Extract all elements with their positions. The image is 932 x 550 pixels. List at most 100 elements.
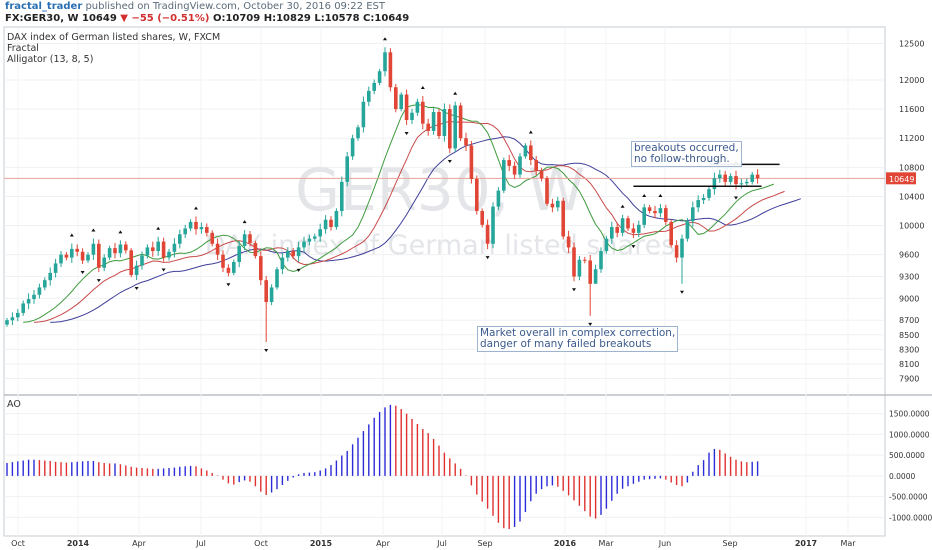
candle-body xyxy=(485,224,490,244)
candle-body xyxy=(248,234,252,244)
candle-body xyxy=(97,243,101,268)
candle-body xyxy=(377,71,382,83)
candle-body xyxy=(674,245,679,258)
candle-body xyxy=(37,287,42,295)
fractal-down-marker xyxy=(264,349,269,353)
candle-body xyxy=(518,156,522,175)
candle-body xyxy=(448,109,452,149)
time-tick-label: 2014 xyxy=(67,539,90,548)
candle-body xyxy=(755,174,760,179)
candle-body xyxy=(145,247,150,256)
candle-body xyxy=(134,265,139,276)
candle-body xyxy=(188,221,193,229)
fractal-up-marker xyxy=(69,233,74,237)
candle-body xyxy=(437,111,441,137)
candle-body xyxy=(178,234,182,244)
candle-body xyxy=(588,260,592,284)
candle-body xyxy=(21,303,25,313)
candle-body xyxy=(242,234,247,246)
alligator-legend: Alligator (13, 8, 5) xyxy=(7,54,94,65)
alligator-jaw-line xyxy=(50,136,801,323)
candle-body xyxy=(156,241,160,252)
candle-body xyxy=(491,206,495,244)
annotation-breakouts-line-2: no follow-through. xyxy=(634,153,730,165)
price-tick-label: 12500 xyxy=(899,40,924,49)
time-tick-label: 2017 xyxy=(795,539,817,548)
candle-body xyxy=(118,244,123,254)
candle-body xyxy=(151,247,155,252)
candle-body xyxy=(701,197,706,201)
candle-body xyxy=(86,254,90,261)
candle-body xyxy=(610,227,614,239)
candle-body xyxy=(102,257,106,268)
candle-body xyxy=(556,200,560,208)
candle-body xyxy=(458,105,463,139)
candle-body xyxy=(194,221,198,230)
candle-body xyxy=(529,145,533,161)
candle-body xyxy=(583,259,587,261)
candle-body xyxy=(599,251,603,270)
fractal-up-marker xyxy=(156,226,161,230)
candle-body xyxy=(691,207,695,222)
candle-body xyxy=(323,219,328,230)
candle-body xyxy=(410,112,414,120)
fractal-legend: Fractal xyxy=(7,43,39,54)
candle-body xyxy=(431,111,436,131)
fractal-down-marker xyxy=(80,270,85,274)
publish-line: fractal_trader published on TradingView.… xyxy=(5,1,385,12)
candle-body xyxy=(26,299,31,304)
candle-body xyxy=(523,145,528,157)
candle-body xyxy=(507,160,511,166)
candle-body xyxy=(367,90,371,102)
candle-body xyxy=(496,190,501,207)
candle-body xyxy=(43,280,47,288)
candle-body xyxy=(442,109,447,137)
time-tick-label: Mar xyxy=(840,539,856,548)
candle-body xyxy=(113,248,117,254)
watermark-symbol: GER30, W xyxy=(295,156,585,224)
candle-body xyxy=(642,207,646,225)
candle-body xyxy=(291,251,295,257)
candle-body xyxy=(129,250,133,276)
fractal-down-marker xyxy=(161,268,166,272)
candle-body xyxy=(253,243,258,257)
price-tick-label: 11200 xyxy=(899,134,924,143)
open-value: O:10709 xyxy=(212,13,261,24)
candle-body xyxy=(167,251,171,258)
high-value: H:10829 xyxy=(263,13,311,24)
candle-body xyxy=(140,255,144,266)
candle-body xyxy=(48,272,52,281)
candle-body xyxy=(545,178,549,204)
fractal-down-marker xyxy=(404,131,409,135)
candle-body xyxy=(75,248,79,252)
candle-body xyxy=(415,101,420,113)
candle-body xyxy=(745,181,749,184)
ao-tick-label: -1000.0000 xyxy=(889,513,932,522)
candle-body xyxy=(215,243,220,255)
time-tick-label: Apr xyxy=(132,539,147,548)
candle-body xyxy=(10,317,15,321)
candle-body xyxy=(16,312,20,318)
candle-body xyxy=(205,227,209,233)
ao-tick-label: 1000.0000 xyxy=(889,430,930,439)
candle-body xyxy=(637,224,641,233)
candle-body xyxy=(107,248,112,258)
price-tick-label: 11600 xyxy=(899,105,924,114)
candle-body xyxy=(264,280,268,302)
symbol-name: FX:GER30, W xyxy=(5,13,79,24)
candle-body xyxy=(302,241,306,248)
price-tick-label: 9000 xyxy=(899,294,919,303)
candle-body xyxy=(329,219,333,228)
fractal-down-marker xyxy=(680,290,684,294)
time-tick-label: Apr xyxy=(376,539,391,548)
candle-body xyxy=(226,267,231,273)
last-price-badge xyxy=(886,172,916,185)
candle-body xyxy=(664,208,668,222)
last-price: 10649 xyxy=(82,13,117,24)
candle-body xyxy=(561,200,565,237)
plot-frame xyxy=(3,26,886,537)
candle-body xyxy=(345,156,349,182)
price-tick-label: 9300 xyxy=(899,273,919,282)
candle-body xyxy=(64,254,69,258)
author-link[interactable]: fractal_trader xyxy=(5,1,83,12)
